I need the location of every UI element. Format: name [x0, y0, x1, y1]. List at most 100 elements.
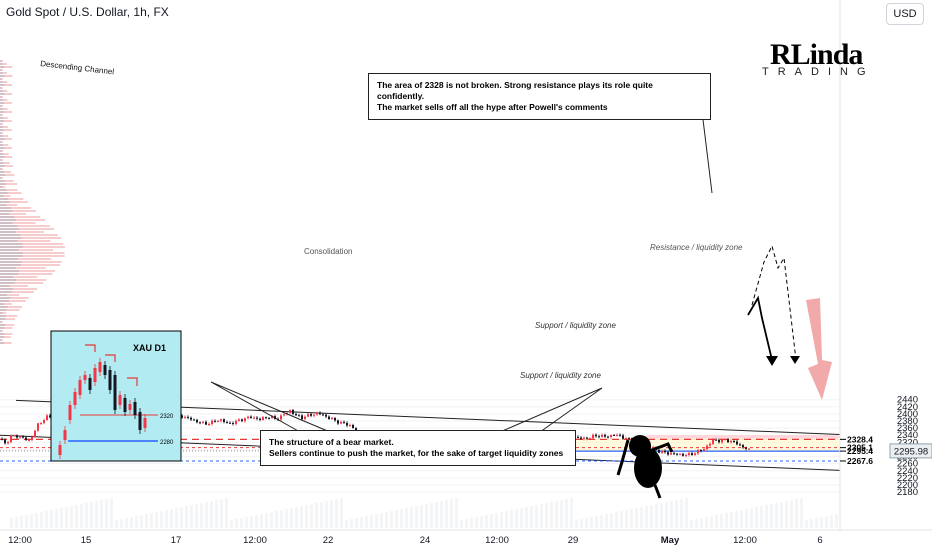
inset-candle-body — [83, 375, 87, 380]
volume-profile-bar — [0, 177, 2, 179]
volume-bar — [535, 505, 538, 528]
candle-body — [697, 449, 699, 454]
volume-bar — [40, 512, 43, 528]
inset-candle-body — [63, 430, 67, 440]
volume-bar — [750, 508, 753, 528]
volume-profile-bar — [0, 180, 5, 182]
volume-profile-bar — [0, 324, 15, 326]
volume-bar — [630, 509, 633, 528]
volume-profile-bar — [0, 108, 8, 110]
price-tag-label: 2328.4 — [847, 434, 873, 444]
volume-bar — [270, 512, 273, 528]
candle-body — [253, 417, 255, 419]
candle-body — [262, 417, 264, 420]
volume-profile-bar — [0, 312, 3, 314]
candle-body — [727, 439, 729, 443]
candle-body — [676, 453, 678, 455]
volume-profile-bar — [0, 81, 8, 83]
volume-profile-bar — [0, 87, 2, 89]
volume-profile-bar — [0, 246, 23, 248]
volume-profile-bar — [0, 168, 3, 170]
candle-body — [295, 413, 297, 416]
volume-bar — [45, 511, 48, 528]
volume-profile-bar — [0, 162, 4, 164]
candle-body — [661, 450, 663, 453]
volume-bar — [160, 511, 163, 528]
candle-body — [214, 420, 216, 422]
inset-candle-body — [103, 365, 107, 375]
volume-profile-bar — [0, 222, 13, 224]
volume-profile-bar — [0, 213, 10, 215]
volume-profile-bar — [0, 321, 3, 323]
volume-profile-bar — [0, 321, 2, 323]
candle-body — [235, 420, 237, 425]
volume-profile-bar — [0, 111, 5, 113]
candle-body — [748, 448, 750, 450]
volume-profile-bar — [0, 255, 65, 257]
volume-bar — [370, 515, 373, 528]
support-zone-label: Support / liquidity zone — [535, 321, 616, 330]
volume-bar — [300, 506, 303, 528]
volume-profile-bar — [0, 192, 8, 194]
volume-profile-bar — [0, 135, 3, 137]
volume-profile-bar — [0, 84, 5, 86]
volume-profile-bar — [0, 294, 7, 296]
volume-bar — [315, 503, 318, 528]
volume-bar — [470, 518, 473, 528]
volume-profile-bar — [0, 90, 8, 92]
volume-profile-bar — [0, 234, 58, 236]
candle-body — [196, 419, 198, 423]
volume-profile-bar — [0, 78, 3, 80]
volume-bar — [15, 517, 18, 528]
volume-profile-bar — [0, 126, 3, 128]
candle-body — [226, 421, 228, 423]
candle-body — [652, 446, 654, 449]
volume-profile-bar — [0, 300, 10, 302]
volume-profile-bar — [0, 270, 56, 272]
volume-bar — [155, 512, 158, 528]
candle-body — [706, 445, 708, 450]
volume-profile-bar — [0, 141, 2, 143]
inset-candle-body — [88, 378, 92, 390]
inset-candle-body — [78, 380, 82, 395]
y-tick-label: 2420 — [897, 402, 918, 413]
candle-body — [31, 436, 33, 440]
candle-body — [328, 416, 330, 419]
volume-bar — [65, 507, 68, 528]
volume-profile-bar — [0, 150, 2, 152]
volume-bar — [280, 510, 283, 528]
x-tick-label: May — [661, 535, 680, 546]
volume-profile-bar — [0, 144, 3, 146]
candle-body — [313, 414, 315, 416]
volume-bar — [775, 503, 778, 528]
y-tick-label: 2340 — [897, 430, 918, 441]
candle-body — [598, 436, 600, 438]
volume-bar — [25, 515, 28, 528]
price-tag-label: 2295.4 — [847, 446, 873, 456]
brand-logo: RLinda — [770, 38, 863, 71]
volume-profile-bar — [0, 291, 12, 293]
volume-profile-bar — [0, 240, 18, 242]
volume-profile-bar — [0, 231, 16, 233]
volume-bar — [75, 505, 78, 528]
currency-button[interactable]: USD — [886, 3, 924, 25]
volume-profile-bar — [0, 180, 14, 182]
volume-profile-bar — [0, 195, 4, 197]
volume-bar — [150, 513, 153, 528]
candle-body — [712, 439, 714, 444]
volume-profile-bar — [0, 60, 2, 62]
volume-bar — [10, 518, 13, 528]
volume-bar — [305, 505, 308, 528]
volume-bar — [290, 508, 293, 528]
candle-body — [610, 435, 612, 438]
inset-candle-body — [143, 418, 147, 428]
volume-profile-bar — [0, 264, 22, 266]
volume-profile-bar — [0, 72, 8, 74]
volume-profile-bar — [0, 330, 2, 332]
volume-bar — [605, 514, 608, 528]
volume-profile-bar — [0, 198, 24, 200]
volume-profile-bar — [0, 261, 62, 263]
inset-candle-body — [118, 395, 122, 405]
volume-bar — [660, 503, 663, 528]
volume-bar — [145, 514, 148, 528]
